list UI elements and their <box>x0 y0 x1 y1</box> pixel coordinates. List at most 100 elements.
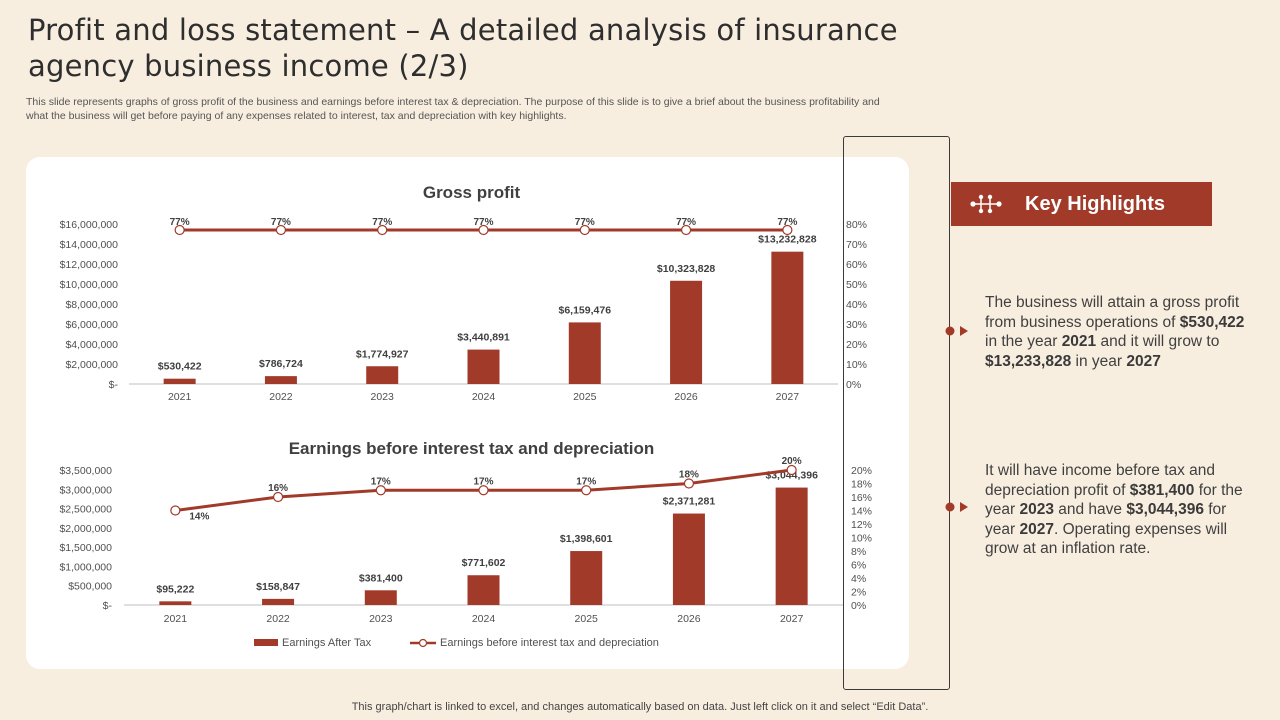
bar-value-label: $95,222 <box>156 583 194 595</box>
highlight-emphasis: 2027 <box>1019 520 1054 538</box>
y-tick-label: $2,500,000 <box>59 504 112 516</box>
bar <box>364 590 397 605</box>
y-tick-label: $16,000,000 <box>60 219 119 231</box>
bullet-arrow-icon <box>945 502 968 512</box>
y2-tick-label: 50% <box>846 279 867 291</box>
highlight-text: . Operating expenses will grow at an inf… <box>985 520 1228 558</box>
highlight-text: It will have income before tax and depre… <box>985 462 1216 499</box>
y2-tick-label: 8% <box>851 546 866 558</box>
line-value-label: 14% <box>189 512 209 523</box>
bar-value-label: $3,440,891 <box>457 332 510 344</box>
highlight-2: It will have income before tax and depre… <box>985 461 1250 559</box>
bar-value-label: $10,323,828 <box>657 263 716 275</box>
line-point <box>786 464 797 476</box>
line-point <box>581 485 592 496</box>
highlight-1: The business will attain a gross profit … <box>985 293 1250 371</box>
highlight-text: and have <box>1053 501 1127 518</box>
highlight-text: in the year <box>985 333 1062 350</box>
line-value-label: 77% <box>271 217 291 228</box>
footer-note: This graph/chart is linked to excel, and… <box>351 701 929 713</box>
highlight-text: and it will grow to <box>1096 333 1220 350</box>
y-tick-label: $- <box>109 379 119 391</box>
legend-line-marker <box>418 638 428 648</box>
x-tick-label: 2022 <box>266 613 290 625</box>
y2-tick-label: 0% <box>846 379 861 391</box>
bar <box>568 322 601 384</box>
line-value-label: 17% <box>371 476 391 487</box>
x-tick-label: 2024 <box>472 391 496 403</box>
y2-tick-label: 40% <box>846 299 867 311</box>
legend-label: Earnings before interest tax and depreci… <box>440 637 659 649</box>
y2-tick-label: 6% <box>851 560 866 572</box>
y-tick-label: $- <box>103 600 113 612</box>
y-tick-label: $14,000,000 <box>60 239 119 251</box>
legend-label: Earnings After Tax <box>282 637 372 649</box>
bar-value-label: $1,774,927 <box>356 348 409 360</box>
bar-value-label: $158,847 <box>256 581 300 593</box>
bar-value-label: $1,398,601 <box>560 533 613 545</box>
highlight-emphasis: $3,044,396 <box>1126 501 1204 518</box>
y2-tick-label: 10% <box>851 533 872 545</box>
line-point <box>680 224 692 236</box>
y2-tick-label: 14% <box>851 506 872 518</box>
bullet-arrow-icon <box>945 326 968 336</box>
x-tick-label: 2023 <box>369 613 393 625</box>
bar <box>262 598 295 605</box>
bar <box>163 378 196 384</box>
line-point <box>174 224 185 236</box>
y2-tick-label: 12% <box>851 519 872 531</box>
bar <box>570 551 603 605</box>
line-value-label: 17% <box>576 476 596 487</box>
page-title: Profit and loss statement – A detailed a… <box>28 13 898 83</box>
bar-value-label: $6,159,476 <box>559 304 612 316</box>
y2-tick-label: 20% <box>851 465 872 477</box>
y2-tick-label: 20% <box>846 339 867 351</box>
y2-tick-label: 80% <box>846 219 867 231</box>
x-tick-label: 2026 <box>674 391 698 403</box>
x-tick-label: 2025 <box>573 391 597 403</box>
line-value-label: 77% <box>676 217 696 228</box>
y-tick-label: $2,000,000 <box>65 359 118 371</box>
line-point <box>375 485 386 496</box>
highlight-text: for year <box>985 501 1227 538</box>
chart-card: Gross profit $- $2,000,000 $4,000,000 $6,000… <box>26 157 909 669</box>
y2-tick-label: 60% <box>846 259 867 271</box>
y2-tick-label: 16% <box>851 492 872 504</box>
bar-value-label: $13,232,828 <box>758 234 817 246</box>
y-tick-label: $8,000,000 <box>65 299 118 311</box>
highlight-emphasis: $13,233,828 <box>985 352 1072 370</box>
x-tick-label: 2021 <box>164 613 188 625</box>
bar-value-label: $2,371,281 <box>663 496 716 508</box>
x-tick-label: 2024 <box>472 613 496 625</box>
y-tick-label: $12,000,000 <box>60 259 119 271</box>
y2-tick-label: 4% <box>851 573 866 585</box>
line-point <box>782 224 793 236</box>
network-icon <box>970 194 1002 214</box>
line-point <box>579 224 590 236</box>
line-point <box>272 491 284 503</box>
chart-title: Gross profit <box>423 183 521 202</box>
line-value-label: 18% <box>679 470 699 481</box>
bar <box>467 349 500 384</box>
y-tick-label: $500,000 <box>68 581 112 593</box>
bar <box>670 280 703 384</box>
highlight-emphasis: 2027 <box>1126 352 1161 370</box>
x-tick-label: 2021 <box>168 391 192 403</box>
bar <box>159 601 192 605</box>
highlight-text: The business will attain a gross profit … <box>985 294 1240 331</box>
key-highlights-title: Key Highlights <box>1025 192 1166 215</box>
line-point <box>170 505 181 516</box>
line-point <box>275 224 287 236</box>
highlight-emphasis: 2021 <box>1061 333 1097 350</box>
y2-tick-label: 30% <box>846 319 867 331</box>
y-tick-label: $3,000,000 <box>59 484 112 496</box>
bar <box>775 487 808 605</box>
chart-title: Earnings before interest tax and depreci… <box>289 439 655 458</box>
x-tick-label: 2022 <box>269 391 293 403</box>
highlight-text: for the year <box>985 481 1243 519</box>
bar <box>771 251 804 384</box>
bar-value-label: $530,422 <box>158 361 202 373</box>
x-tick-label: 2025 <box>575 613 599 625</box>
y2-tick-label: 70% <box>846 239 867 251</box>
key-highlights-header: Key Highlights <box>951 182 1212 226</box>
